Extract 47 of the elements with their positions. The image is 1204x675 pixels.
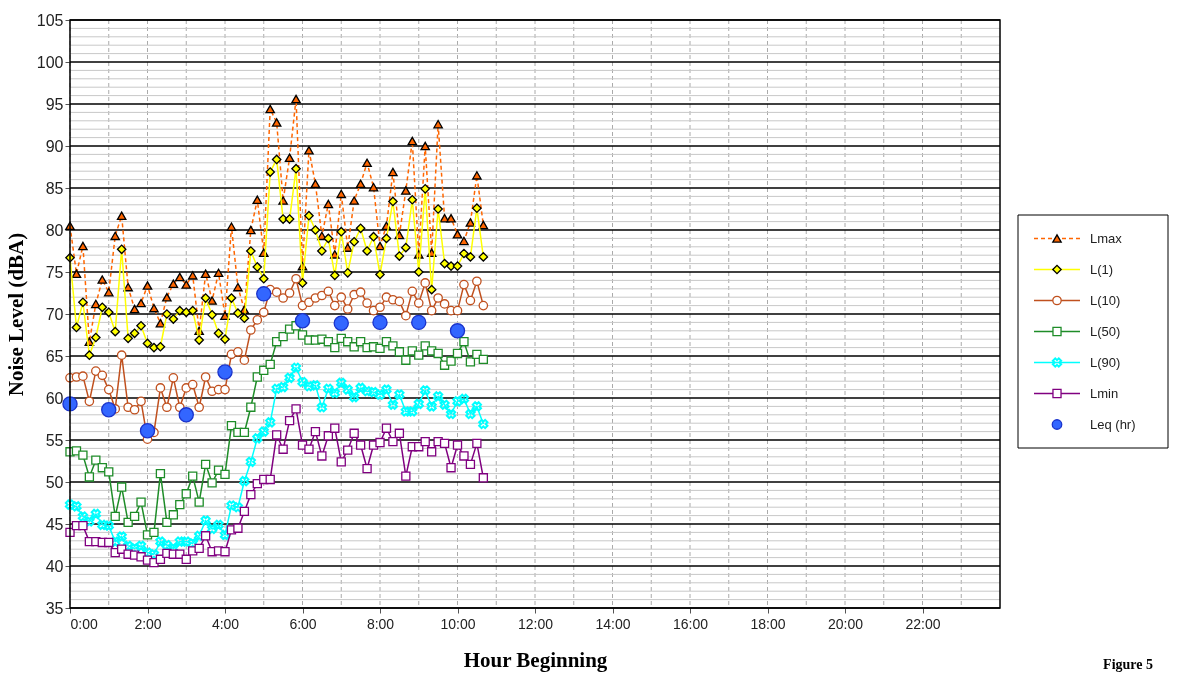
y-tick-label: 105 [36, 11, 64, 29]
x-tick-label: 12:00 [517, 615, 554, 632]
x-tick-label: 0:00 [70, 615, 98, 632]
x-tick-label: 8:00 [366, 615, 395, 632]
point [449, 323, 466, 339]
y-tick-label: 50 [45, 473, 64, 491]
point [333, 315, 349, 331]
legend-label: Leq (hr) [1090, 416, 1136, 432]
legend-label: Lmin [1090, 385, 1119, 401]
x-tick-label: 4:00 [211, 615, 240, 632]
y-tick-label: 85 [45, 179, 64, 197]
point [411, 314, 427, 331]
x-tick-label: 10:00 [440, 615, 476, 632]
point [256, 286, 272, 302]
point [139, 423, 156, 439]
point [217, 364, 233, 380]
y-tick-label: 55 [45, 431, 64, 449]
legend-label: L(90) [1090, 354, 1121, 370]
y-tick-label: 95 [45, 95, 64, 113]
y-tick-label: 75 [45, 263, 64, 281]
point [294, 313, 311, 329]
x-axis-title: Hour Beginning [463, 647, 608, 672]
x-tick-label: 20:00 [827, 615, 864, 632]
legend-label: L(50) [1090, 323, 1121, 339]
x-tick-label: 16:00 [672, 615, 709, 632]
y-tick-label: 90 [45, 137, 64, 155]
y-tick-label: 70 [45, 305, 64, 323]
y-tick-label: 80 [45, 221, 64, 239]
caption: Figure 5 [1103, 657, 1153, 672]
y-tick-label: 35 [45, 599, 64, 617]
y-tick-label: 60 [45, 389, 64, 407]
y-tick-label: 40 [45, 557, 64, 575]
legend-label: L(10) [1090, 292, 1121, 308]
legend-label: L(1) [1090, 261, 1114, 277]
point [101, 402, 117, 418]
x-tick-label: 2:00 [134, 615, 162, 632]
x-tick-label: 18:00 [750, 615, 786, 632]
y-axis-title: Noise Level (dBA) [3, 232, 28, 397]
legend-label: Lmax [1090, 230, 1123, 246]
point [372, 314, 388, 331]
y-tick-label: 100 [36, 53, 64, 71]
y-tick-label: 45 [45, 515, 64, 533]
y-tick-label: 65 [45, 347, 64, 365]
x-tick-label: 6:00 [289, 615, 317, 632]
x-tick-label: 14:00 [595, 615, 631, 632]
x-tick-label: 22:00 [905, 615, 941, 632]
point [178, 407, 194, 423]
